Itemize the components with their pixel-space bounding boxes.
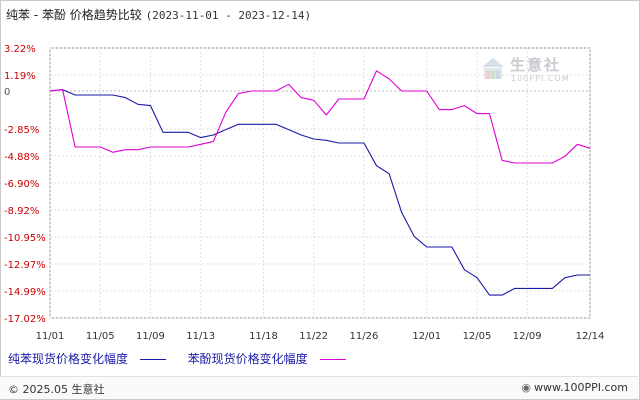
chart-date-range: (2023-11-01 - 2023-12-14) xyxy=(145,9,312,22)
x-tick-label: 11/22 xyxy=(299,331,328,342)
legend-label-phenol: 苯酚现货价格变化幅度 xyxy=(187,352,308,366)
y-tick-label: -10.95% xyxy=(4,233,46,244)
y-tick-label: -6.90% xyxy=(4,179,39,190)
x-tick-label: 11/01 xyxy=(36,331,65,342)
x-axis: 11/01 11/05 11/09 11/13 11/18 11/22 11/26 12/01… xyxy=(36,331,605,342)
y-tick-label: -4.88% xyxy=(4,152,39,163)
chart-legend: 纯苯现货价格变化幅度 苯酚现货价格变化幅度 xyxy=(8,350,364,367)
footer-website-text: www.100PPI.com xyxy=(534,381,628,394)
x-tick-label: 11/26 xyxy=(350,331,379,342)
y-tick-label: -17.02% xyxy=(4,314,46,325)
watermark-name: 生意社 xyxy=(510,56,562,74)
chart-title-text: 纯苯 - 苯酚 价格趋势比较 xyxy=(6,8,142,22)
footer-website-link[interactable]: ◉ www.100PPI.com xyxy=(521,381,628,394)
x-tick-label: 11/09 xyxy=(136,331,165,342)
y-tick-label: 1.19% xyxy=(4,71,36,82)
y-tick-label: -12.97% xyxy=(4,260,46,271)
y-axis: 3.22% 1.19% 0 -2.85% -4.88% -6.90% -8.92% -10.9… xyxy=(4,44,46,325)
x-tick-label: 12/05 xyxy=(463,331,492,342)
watermark-url: 100PPI.COM xyxy=(511,74,570,83)
x-tick-label: 11/13 xyxy=(186,331,215,342)
x-tick-label: 12/09 xyxy=(513,331,542,342)
series-line-benzene xyxy=(49,89,590,296)
series-line-phenol xyxy=(49,70,591,164)
legend-label-benzene: 纯苯现货价格变化幅度 xyxy=(8,352,129,366)
y-tick-label: -2.85% xyxy=(4,125,39,136)
legend-swatch-phenol xyxy=(319,359,346,360)
legend-item-phenol: 苯酚现货价格变化幅度 xyxy=(188,350,346,367)
x-tick-label: 12/14 xyxy=(576,331,605,342)
legend-item-benzene: 纯苯现货价格变化幅度 xyxy=(8,350,166,367)
y-tick-label: 3.22% xyxy=(4,44,36,55)
y-tick-label: -14.99% xyxy=(4,287,46,298)
x-tick-label: 12/01 xyxy=(412,331,441,342)
chart-series xyxy=(49,70,591,296)
x-tick-label: 11/05 xyxy=(86,331,115,342)
y-tick-label: 0 xyxy=(4,87,10,98)
footer-copyright: © 2025.05 生意社 xyxy=(8,383,105,396)
legend-swatch-benzene xyxy=(139,359,166,360)
y-tick-label: -8.92% xyxy=(4,206,39,217)
x-tick-label: 11/18 xyxy=(249,331,278,342)
chart-grid xyxy=(49,47,591,319)
chart-title: 纯苯 - 苯酚 价格趋势比较 (2023-11-01 - 2023-12-14) xyxy=(6,6,311,23)
footer-bar: © 2025.05 生意社 ◉ www.100PPI.com xyxy=(0,376,638,399)
globe-icon: ◉ xyxy=(521,381,532,394)
